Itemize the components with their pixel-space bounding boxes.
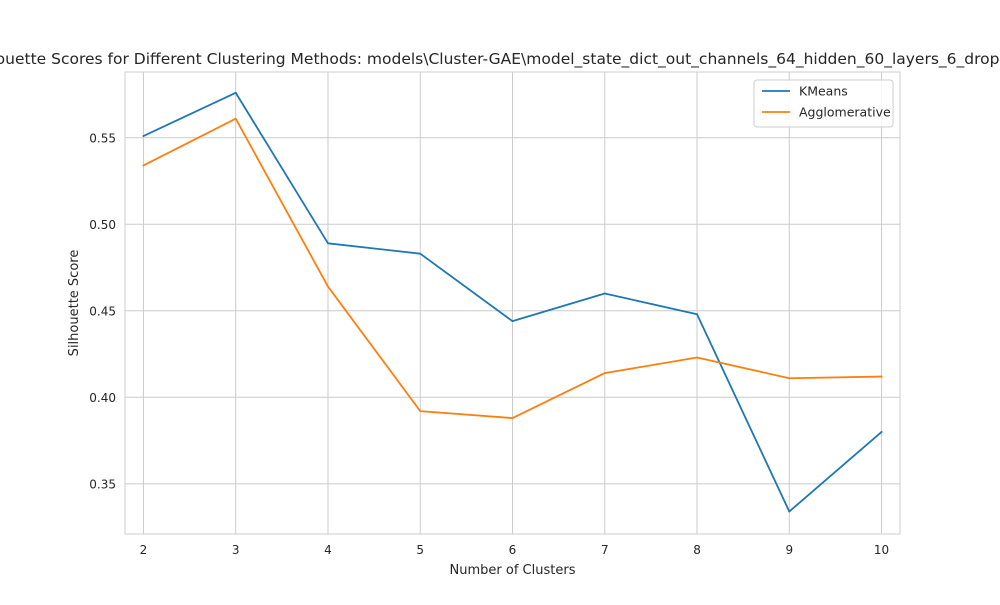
series-lines bbox=[142, 91, 883, 513]
x-tick-label: 7 bbox=[601, 543, 609, 557]
x-tick-label: 4 bbox=[324, 543, 332, 557]
legend-label-kmeans: KMeans bbox=[799, 84, 848, 99]
x-tick-label: 9 bbox=[785, 543, 793, 557]
chart-title: Silhouette Scores for Different Clusteri… bbox=[0, 50, 1000, 69]
legend: KMeans Agglomerative bbox=[753, 79, 894, 128]
plot-frame bbox=[124, 71, 901, 535]
data-point-agglomerative bbox=[234, 117, 237, 120]
grid-lines bbox=[125, 72, 900, 534]
data-point-kmeans bbox=[327, 242, 329, 245]
data-point-kmeans bbox=[603, 292, 606, 295]
data-point-agglomerative bbox=[511, 417, 514, 419]
y-tick-label: 0.55 bbox=[89, 131, 116, 145]
data-point-agglomerative bbox=[880, 375, 883, 378]
data-point-kmeans bbox=[880, 431, 883, 433]
data-point-agglomerative bbox=[142, 164, 145, 167]
data-point-kmeans bbox=[419, 252, 422, 255]
x-axis-title: Number of Clusters bbox=[450, 563, 576, 578]
data-point-agglomerative bbox=[419, 410, 422, 413]
y-tick-label: 0.35 bbox=[89, 477, 116, 491]
x-tick-label: 3 bbox=[232, 543, 240, 557]
x-tick-label: 5 bbox=[416, 543, 424, 557]
x-tick-label: 2 bbox=[140, 543, 148, 557]
y-tick-label: 0.50 bbox=[89, 218, 116, 232]
data-point-kmeans bbox=[234, 91, 237, 94]
data-point-kmeans bbox=[142, 135, 145, 137]
data-point-agglomerative bbox=[696, 356, 698, 359]
x-tick-label: 8 bbox=[693, 543, 701, 557]
legend-label-agglomerative: Agglomerative bbox=[799, 105, 891, 120]
x-tick-label: 6 bbox=[509, 543, 517, 557]
y-tick-label: 0.40 bbox=[89, 391, 116, 405]
data-point-kmeans bbox=[788, 510, 791, 513]
y-axis-title: Silhouette Score bbox=[67, 250, 82, 357]
data-point-agglomerative bbox=[788, 377, 791, 380]
data-point-kmeans bbox=[511, 320, 514, 323]
data-point-kmeans bbox=[696, 313, 698, 316]
data-point-agglomerative bbox=[603, 372, 606, 374]
data-point-agglomerative bbox=[327, 285, 329, 288]
tick-labels: 2 3 4 5 6 7 8 9 10 0.35 0.40 0.45 0.50 0.55 bbox=[89, 131, 889, 557]
y-tick-label: 0.45 bbox=[89, 304, 116, 318]
x-tick-label: 10 bbox=[874, 543, 889, 557]
